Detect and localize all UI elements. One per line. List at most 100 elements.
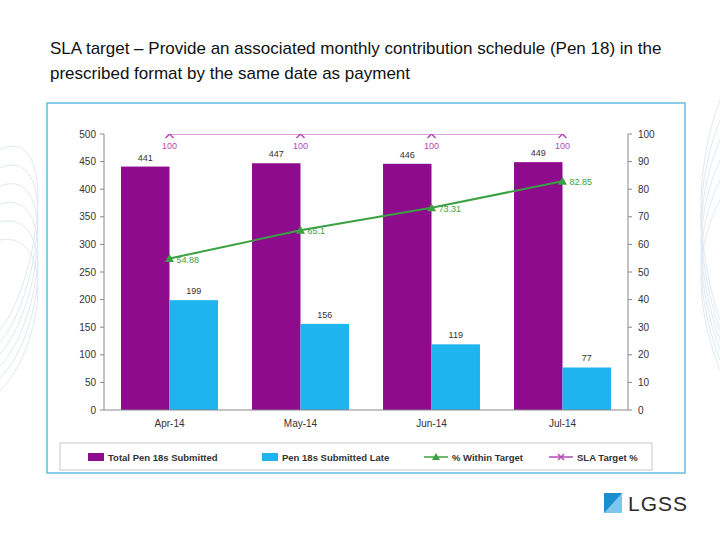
wave [701, 180, 720, 360]
logo-mark [604, 493, 622, 513]
tick [100, 189, 104, 190]
tick-label: 90 [638, 156, 650, 167]
legend-marker [558, 454, 564, 460]
legend-swatch [88, 453, 104, 461]
data-label: 449 [531, 148, 546, 158]
data-label: 82.85 [570, 177, 593, 187]
category-label: May-14 [284, 418, 318, 429]
tick-label: 30 [638, 322, 650, 333]
tick [628, 382, 632, 383]
tick [100, 216, 104, 217]
data-labels: 441 447 446 449 199 156 119 77 54.88 65.1 73.31 82.… [138, 141, 592, 363]
marker-stroke [428, 134, 436, 138]
tick [628, 410, 632, 411]
bar [121, 167, 169, 410]
wave [701, 200, 720, 370]
marker-stroke [166, 134, 174, 138]
tick [100, 272, 104, 273]
data-label: 446 [400, 150, 415, 160]
tick [100, 354, 104, 355]
marker [559, 134, 567, 138]
data-label: 119 [449, 330, 463, 340]
tick [100, 299, 104, 300]
logo: LGSS [604, 492, 688, 515]
category-label: Apr-14 [154, 418, 184, 429]
data-label: 447 [269, 149, 284, 159]
marker [166, 134, 174, 138]
tick [628, 189, 632, 190]
tick [628, 354, 632, 355]
tick-label: 400 [79, 184, 96, 195]
tick [628, 327, 632, 328]
legend-swatch [262, 453, 278, 461]
marker [296, 226, 305, 234]
tick-label: 20 [638, 349, 650, 360]
tick-label: 300 [79, 239, 96, 250]
data-label: 77 [582, 353, 592, 363]
tick [628, 244, 632, 245]
legend-marker-shape [558, 454, 564, 460]
legend-marker-shape [558, 454, 564, 460]
legend-label: Pen 18s Submitted Late [282, 452, 389, 463]
tick-label: 450 [79, 156, 96, 167]
marker-stroke [428, 134, 436, 138]
x-axis [104, 410, 628, 411]
tick [628, 299, 632, 300]
bar [301, 324, 349, 410]
tick-label: 500 [79, 129, 96, 140]
tick-label: 0 [638, 405, 644, 416]
data-label: 156 [317, 310, 332, 320]
data-label: 73.31 [439, 204, 462, 214]
line [170, 181, 563, 258]
tick-label: 100 [638, 129, 655, 140]
wave [0, 221, 38, 378]
data-label: 65.1 [308, 226, 326, 236]
bar [563, 367, 611, 410]
wave [701, 160, 720, 350]
marker [428, 134, 436, 138]
bar [252, 163, 300, 410]
marker-stroke [297, 134, 305, 138]
data-label: 100 [162, 141, 177, 151]
tick-label: 10 [638, 377, 650, 388]
tick [100, 134, 104, 135]
legend-label: SLA Target % [577, 452, 638, 463]
category-label: Jun-14 [416, 418, 447, 429]
tick [628, 134, 632, 135]
tick-label: 80 [638, 184, 650, 195]
legend: Total Pen 18s Submitted Pen 18s Submitted… [60, 443, 652, 470]
tick [628, 272, 632, 273]
bar [383, 164, 431, 410]
marker [297, 134, 305, 138]
bar [514, 162, 562, 410]
tick [100, 410, 104, 411]
tick [100, 244, 104, 245]
legend-marker-shape [432, 453, 440, 460]
chart-frame [47, 103, 685, 473]
slide: 441 447 446 449 199 156 119 77 54.88 65.1 73.31 82.… [0, 0, 720, 540]
data-label: 441 [138, 153, 153, 163]
data-label: 54.88 [177, 255, 200, 265]
tick-label: 350 [79, 211, 96, 222]
legend-marker [432, 453, 440, 460]
wave [0, 239, 38, 390]
tick-label: 250 [79, 267, 96, 278]
legend-label: % Within Target [452, 452, 524, 463]
data-label: 100 [555, 141, 570, 151]
data-label: 100 [293, 141, 308, 151]
tick [628, 161, 632, 162]
logo-mark [604, 493, 622, 513]
data-label: 199 [186, 286, 201, 296]
tick-label: 150 [79, 322, 96, 333]
tick [100, 382, 104, 383]
marker-stroke [297, 134, 305, 138]
tick-label: 40 [638, 294, 650, 305]
marker-stroke [559, 134, 567, 138]
logo-text: LGSS [628, 492, 688, 515]
legend-label: Total Pen 18s Submitted [108, 452, 218, 463]
tick [628, 216, 632, 217]
tick [100, 327, 104, 328]
tick-label: 70 [638, 211, 650, 222]
wave [0, 202, 38, 366]
tick-label: 100 [79, 349, 96, 360]
